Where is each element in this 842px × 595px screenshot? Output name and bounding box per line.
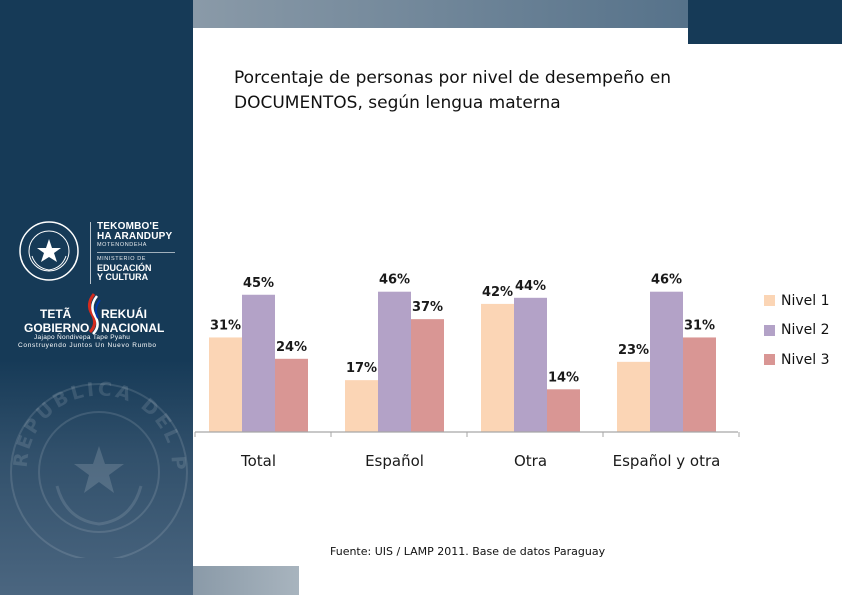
bar-2-2 xyxy=(378,291,411,432)
ministry-line-4: MINISTERIO DE xyxy=(97,256,147,262)
bar-3-4 xyxy=(683,337,716,432)
header-corner-block xyxy=(688,0,842,44)
bar-2-1 xyxy=(242,294,275,432)
data-label-2-3: 44% xyxy=(515,279,546,294)
source-note: Fuente: UIS / LAMP 2011. Base de datos P… xyxy=(330,545,606,558)
logo-rule xyxy=(97,252,175,253)
data-label-3-3: 14% xyxy=(548,370,579,385)
category-label-1: Total xyxy=(240,452,276,470)
sidebar-gradient xyxy=(0,360,193,595)
data-label-1-4: 23% xyxy=(618,343,649,358)
category-label-4: Español y otra xyxy=(613,452,721,470)
chart-legend: Nivel 1 Nivel 2 Nivel 3 xyxy=(764,286,830,375)
legend-swatch xyxy=(764,324,775,336)
bar-1-4 xyxy=(617,361,650,432)
legend-label: Nivel 2 xyxy=(781,322,830,339)
national-seal-icon xyxy=(19,221,79,281)
data-label-1-1: 31% xyxy=(210,318,241,333)
data-label-2-2: 46% xyxy=(379,273,410,288)
header-bar xyxy=(193,0,688,28)
gov-slogan-spanish: Construyendo Juntos Un Nuevo Rumbo xyxy=(18,342,157,349)
data-label-2-1: 45% xyxy=(243,276,274,291)
flag-ribbon-icon xyxy=(87,293,101,334)
ministry-line-1: TEKOMBO'E xyxy=(97,221,159,232)
legend-item-2: Nivel 2 xyxy=(764,316,830,346)
bar-2-3 xyxy=(514,297,547,432)
ministry-line-5: EDUCACIÓN xyxy=(97,263,152,273)
data-label-3-2: 37% xyxy=(412,300,443,315)
ministry-line-2: HA ARANDUPY xyxy=(97,231,173,242)
category-label-3: Otra xyxy=(514,452,547,470)
gov-word-rekuai: REKUÁI xyxy=(101,307,148,321)
legend-item-1: Nivel 1 xyxy=(764,286,830,316)
data-label-3-4: 31% xyxy=(684,318,715,333)
legend-label: Nivel 1 xyxy=(781,292,830,309)
bar-3-2 xyxy=(411,319,444,432)
bar-1-2 xyxy=(345,380,378,432)
data-label-1-3: 42% xyxy=(482,285,513,300)
legend-label: Nivel 3 xyxy=(781,351,830,368)
legend-item-3: Nivel 3 xyxy=(764,345,830,375)
chart-title: Porcentaje de personas por nivel de dese… xyxy=(234,68,672,113)
watermark-seal-icon: REPUBLICA DEL PARAGUAY xyxy=(2,368,188,558)
gov-word-teta: TETÃ xyxy=(40,307,72,321)
sidebar-panel: TEKOMBO'E HA ARANDUPY MOTENONDEHA MINIST… xyxy=(0,0,193,595)
gov-slogan-guarani: Jajapo Ñ­ondivepa Tape Pyahu xyxy=(34,334,131,341)
category-label-2: Español xyxy=(365,452,424,470)
bar-1-1 xyxy=(209,337,242,432)
data-label-3-1: 24% xyxy=(276,340,307,355)
ministry-line-3: MOTENONDEHA xyxy=(97,242,147,248)
bar-1-3 xyxy=(481,303,514,432)
data-label-1-2: 17% xyxy=(346,361,377,376)
footer-bar xyxy=(193,566,299,595)
gov-word-nacional: NACIONAL xyxy=(101,321,165,335)
legend-swatch xyxy=(764,295,775,307)
ministry-line-6: Y CULTURA xyxy=(97,272,149,282)
bar-2-4 xyxy=(650,291,683,432)
legend-swatch xyxy=(764,354,775,366)
bar-3-3 xyxy=(547,389,580,432)
logo-divider xyxy=(90,222,91,284)
data-label-2-4: 46% xyxy=(651,273,682,288)
bar-3-1 xyxy=(275,358,308,432)
gov-word-gobierno: GOBIERNO xyxy=(24,321,90,335)
